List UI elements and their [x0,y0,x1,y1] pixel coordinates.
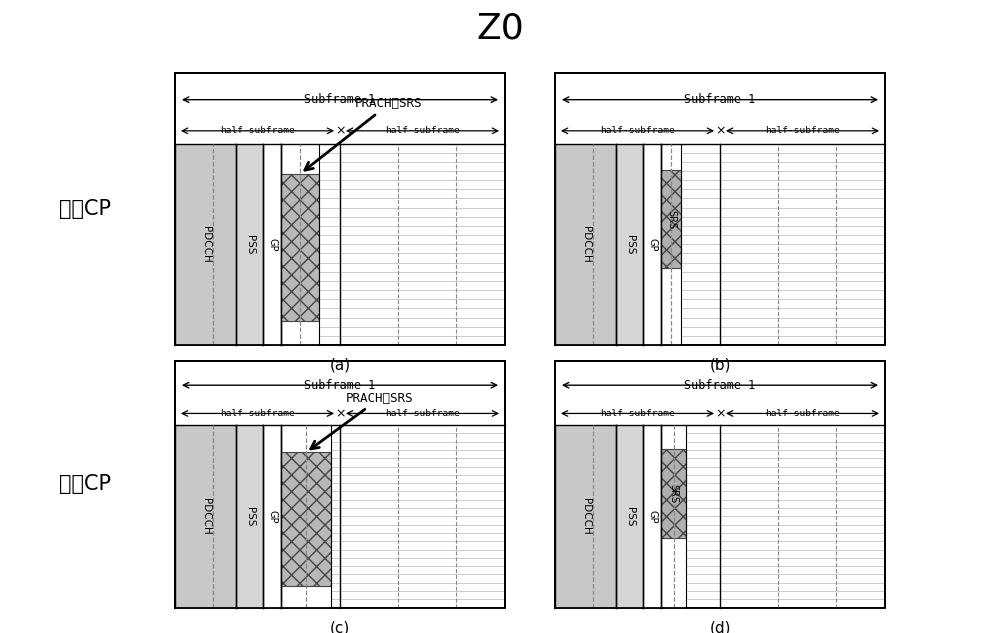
Bar [643,144,661,345]
Bar [281,586,331,608]
Text: SRS: SRS [669,484,679,503]
Bar [236,144,263,345]
Bar [555,73,885,345]
Text: GP: GP [647,510,657,523]
Bar [661,449,686,538]
Text: half-subframe: half-subframe [385,409,460,418]
Text: (a): (a) [329,358,351,373]
Text: PDCCH: PDCCH [581,226,591,263]
Bar [661,425,686,449]
Text: GP: GP [267,237,277,251]
Text: Subframe 1: Subframe 1 [684,379,756,392]
Text: $\times$: $\times$ [335,407,345,420]
Bar [616,144,643,345]
Text: 扩展CP: 扩展CP [59,474,111,494]
Text: PRACH或SRS: PRACH或SRS [311,392,414,449]
Text: (c): (c) [330,620,350,633]
Text: Subframe 1: Subframe 1 [304,93,376,106]
Text: PDCCH: PDCCH [201,226,211,263]
Bar [555,144,616,345]
Bar [175,144,236,345]
Text: $\times$: $\times$ [715,407,725,420]
Bar [281,144,319,174]
Text: (b): (b) [709,358,731,373]
Text: half-subframe: half-subframe [600,127,675,135]
Text: PSS: PSS [245,234,255,254]
Bar [281,174,319,321]
Bar [555,73,885,345]
Bar [281,453,331,586]
Text: Subframe 1: Subframe 1 [304,379,376,392]
Bar [643,425,661,608]
Text: SRS: SRS [666,210,676,229]
Text: PRACH或SRS: PRACH或SRS [305,97,423,170]
Text: half-subframe: half-subframe [600,409,675,418]
Text: Z0: Z0 [476,11,524,46]
Bar [263,144,281,345]
Bar [236,425,263,608]
Text: PDCCH: PDCCH [201,498,211,535]
Bar [175,361,505,608]
Text: half-subframe: half-subframe [765,127,840,135]
Bar [175,73,505,345]
Text: half-subframe: half-subframe [220,127,295,135]
Text: 正常CP: 正常CP [59,199,111,219]
Bar [263,425,281,608]
Bar [555,361,885,608]
Text: $\times$: $\times$ [335,124,345,137]
Text: PSS: PSS [625,234,635,254]
Bar [175,73,505,345]
Text: GP: GP [267,510,277,523]
Text: (d): (d) [709,620,731,633]
Text: Subframe 1: Subframe 1 [684,93,756,106]
Bar [661,268,681,345]
Bar [555,425,616,608]
Text: PDCCH: PDCCH [581,498,591,535]
Bar [281,425,331,453]
Text: PSS: PSS [245,506,255,526]
Bar [661,538,686,608]
Text: PSS: PSS [625,506,635,526]
Text: GP: GP [647,237,657,251]
Bar [555,361,885,608]
Bar [661,170,681,268]
Bar [661,144,681,170]
Bar [175,425,236,608]
Bar [616,425,643,608]
Text: $\times$: $\times$ [715,124,725,137]
Bar [175,361,505,608]
Text: half-subframe: half-subframe [220,409,295,418]
Bar [281,321,319,345]
Text: half-subframe: half-subframe [765,409,840,418]
Text: half-subframe: half-subframe [385,127,460,135]
